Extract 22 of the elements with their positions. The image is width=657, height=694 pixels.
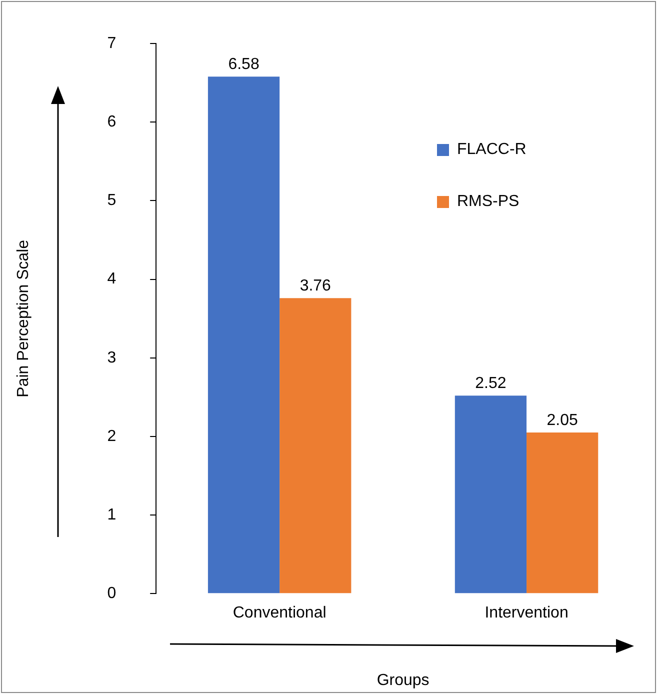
legend-label: RMS-PS	[457, 192, 520, 211]
y-axis-title: Pain Perception Scale	[15, 240, 32, 398]
y-tick-label: 7	[107, 35, 116, 52]
bar	[454, 396, 527, 594]
x-tick-label: Intervention	[484, 604, 568, 622]
y-tick-label: 6	[107, 114, 116, 131]
bar	[208, 76, 280, 594]
y-tick-label: 4	[107, 270, 116, 288]
data-label: 2.05	[546, 412, 578, 429]
x-axis-title: Groups	[376, 672, 430, 689]
bar	[280, 298, 352, 594]
x-tick-label: Conventional	[232, 604, 326, 622]
bar	[526, 432, 598, 594]
data-label: 2.52	[475, 375, 506, 392]
data-label: 6.58	[228, 56, 260, 74]
data-label: 3.76	[300, 278, 332, 295]
y-tick-label: 5	[107, 192, 116, 210]
y-tick-label: 0	[107, 585, 116, 602]
legend-label: FLACC-R	[457, 140, 526, 159]
y-tick-label: 2	[107, 428, 116, 445]
y-tick-label: 1	[107, 506, 116, 524]
y-tick-label: 3	[107, 349, 116, 366]
